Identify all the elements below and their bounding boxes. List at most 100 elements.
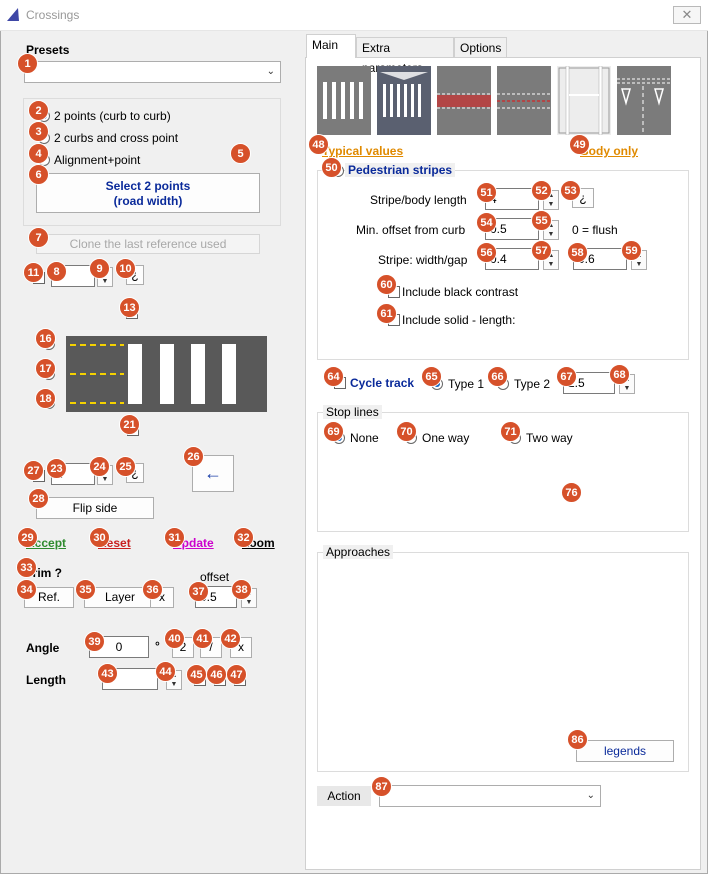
preset-tile-6[interactable]	[617, 66, 671, 135]
tab-main[interactable]: Main	[306, 34, 356, 58]
stop-lines-label: Stop lines	[323, 405, 382, 419]
annotation-badge: 31	[164, 527, 185, 548]
min-offset-label: Min. offset from curb	[356, 223, 466, 237]
preset-tile-5[interactable]	[557, 66, 611, 135]
pedestrian-stripes-group	[317, 170, 689, 360]
annotation-badge: 16	[35, 328, 56, 349]
action-dropdown[interactable]: ⌄	[379, 785, 601, 807]
annotation-badge: 35	[75, 579, 96, 600]
annotation-badge: 32	[233, 527, 254, 548]
annotation-badge: 4	[28, 143, 49, 164]
presets-label: Presets	[26, 43, 70, 57]
typical-values-link[interactable]: Typical values	[322, 144, 404, 158]
radio-2-points-label: 2 points (curb to curb)	[54, 109, 171, 123]
annotation-badge: 18	[35, 388, 56, 409]
annotation-badge: 37	[188, 581, 209, 602]
annotation-badge: 55	[531, 210, 552, 231]
annotation-badge: 42	[220, 628, 241, 649]
annotation-badge: 70	[396, 421, 417, 442]
annotation-badge: 51	[476, 182, 497, 203]
annotation-badge: 54	[476, 212, 497, 233]
annotation-badge: 65	[421, 366, 442, 387]
flush-note: 0 = flush	[572, 223, 618, 237]
annotation-badge: 26	[183, 446, 204, 467]
flip-side-button[interactable]: Flip side	[36, 497, 154, 519]
chevron-down-icon: ⌄	[266, 66, 275, 77]
chevron-down-icon: ⌄	[586, 790, 595, 801]
select-button-line2: (road width)	[113, 194, 183, 208]
annotation-badge: 43	[97, 663, 118, 684]
annotation-badge: 8	[46, 261, 67, 282]
stop-lines-group	[317, 412, 689, 532]
annotation-badge: 60	[376, 274, 397, 295]
annotation-badge: 2	[28, 100, 49, 121]
arrow-left-button[interactable]: ←	[192, 455, 234, 492]
close-button[interactable]: ✕	[673, 6, 701, 24]
cycle-track-label: Cycle track	[350, 376, 415, 390]
annotation-badge: 7	[28, 227, 49, 248]
annotation-badge: 11	[23, 262, 44, 283]
preset-tile-1[interactable]	[317, 66, 371, 135]
annotation-badge: 50	[321, 157, 342, 178]
annotation-badge: 87	[371, 776, 392, 797]
approaches-label: Approaches	[323, 545, 394, 559]
preset-tile-2[interactable]	[377, 66, 431, 135]
legends-button[interactable]: legends	[576, 740, 674, 762]
stop-none-label: None	[350, 431, 379, 445]
annotation-badge: 61	[376, 303, 397, 324]
annotation-badge: 64	[323, 366, 344, 387]
annotation-badge: 53	[560, 180, 581, 201]
annotation-badge: 71	[500, 421, 521, 442]
length-label: Length	[26, 673, 66, 687]
clone-reference-button[interactable]: Clone the last reference used	[36, 234, 260, 254]
app-logo-icon	[7, 8, 19, 21]
radio-2-curbs-label: 2 curbs and cross point	[54, 131, 179, 145]
annotation-badge: 56	[476, 242, 497, 263]
annotation-badge: 27	[23, 460, 44, 481]
stop-two-way-label: Two way	[526, 431, 573, 445]
annotation-badge: 47	[226, 664, 247, 685]
include-black-contrast-label: Include black contrast	[402, 285, 519, 299]
window-title: Crossings	[26, 8, 80, 22]
annotation-badge: 45	[186, 664, 207, 685]
annotation-badge: 46	[206, 664, 227, 685]
preset-tile-3[interactable]	[437, 66, 491, 135]
annotation-badge: 52	[531, 180, 552, 201]
tab-options[interactable]: Options	[454, 37, 507, 57]
reference-mode-group	[23, 98, 281, 226]
presets-dropdown[interactable]: ⌄	[24, 61, 281, 83]
annotation-badge: 44	[155, 661, 176, 682]
stripe-width-gap-label: Stripe: width/gap	[378, 253, 468, 267]
action-label: Action	[317, 786, 371, 806]
annotation-badge: 68	[609, 364, 630, 385]
annotation-badge: 13	[119, 297, 140, 318]
annotation-badge: 5	[230, 143, 251, 164]
title-bar: Crossings ✕	[0, 0, 708, 31]
body-only-link[interactable]: Body only	[580, 144, 639, 158]
annotation-badge: 57	[531, 240, 552, 261]
include-solid-label: Include solid - length:	[402, 313, 516, 327]
annotation-badge: 33	[16, 557, 37, 578]
angle-label: Angle	[26, 641, 60, 655]
annotation-badge: 48	[308, 134, 329, 155]
annotation-badge: 17	[35, 358, 56, 379]
annotation-badge: 38	[231, 579, 252, 600]
offset-label: offset	[200, 570, 230, 584]
type1-label: Type 1	[448, 377, 485, 391]
stripe-body-length-label: Stripe/body length	[370, 193, 467, 207]
annotation-badge: 41	[192, 628, 213, 649]
crossing-preview	[66, 336, 267, 412]
annotation-badge: 59	[621, 240, 642, 261]
approaches-group	[317, 552, 689, 772]
layer-button[interactable]: Layer	[84, 587, 156, 608]
annotation-badge: 25	[115, 456, 136, 477]
annotation-badge: 67	[556, 366, 577, 387]
select-2-points-button[interactable]: Select 2 points (road width)	[36, 173, 260, 213]
pedestrian-stripes-label: Pedestrian stripes	[345, 163, 456, 177]
annotation-badge: 76	[561, 482, 582, 503]
tab-extra-parameters[interactable]: Extra parameters	[356, 37, 454, 75]
annotation-badge: 69	[323, 421, 344, 442]
annotation-badge: 86	[567, 729, 588, 750]
preset-tile-4[interactable]	[497, 66, 551, 135]
annotation-badge: 49	[569, 134, 590, 155]
